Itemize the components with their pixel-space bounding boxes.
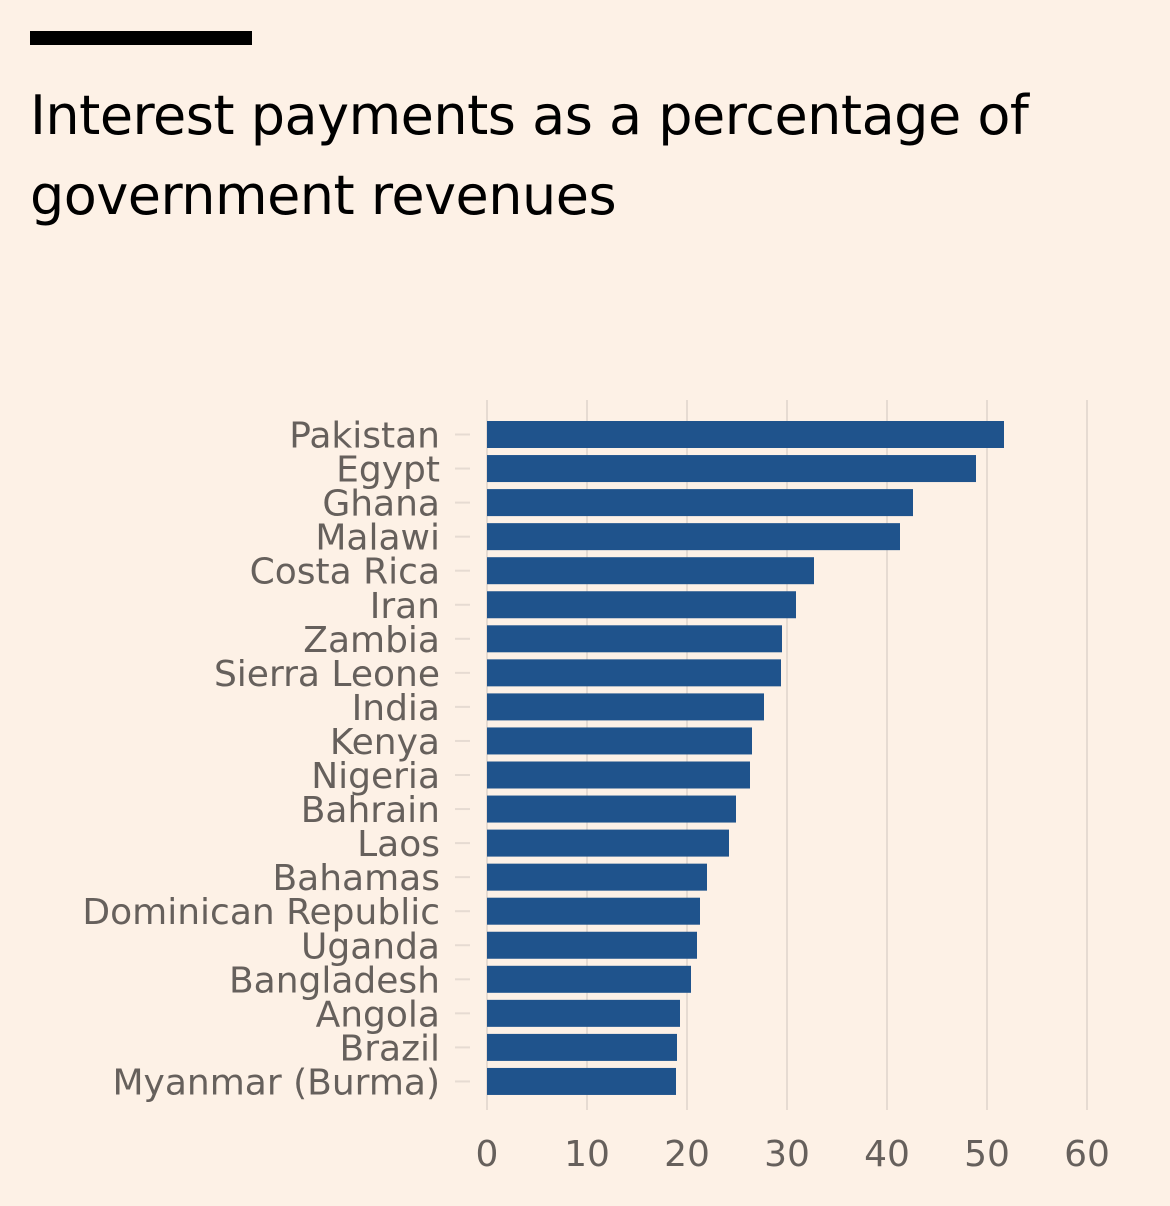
category-label: Ghana <box>322 484 440 525</box>
category-label: Bangladesh <box>229 960 440 1001</box>
bar <box>487 965 691 993</box>
bar <box>487 693 764 721</box>
category-label: Dominican Republic <box>82 892 440 933</box>
category-label: Bahamas <box>272 858 440 899</box>
x-tick-label: 50 <box>964 1134 1010 1175</box>
bar <box>487 1033 677 1061</box>
bar <box>487 523 900 551</box>
x-tick-label: 60 <box>1064 1134 1110 1175</box>
bar <box>487 659 781 687</box>
category-label: Pakistan <box>289 416 440 457</box>
category-label: Kenya <box>330 722 440 763</box>
chart-title: Interest payments as a percentage of gov… <box>30 84 1029 227</box>
bar <box>487 557 814 585</box>
x-tick-label: 10 <box>564 1134 610 1175</box>
bar <box>487 761 750 789</box>
category-label: Uganda <box>301 926 440 967</box>
category-label: Costa Rica <box>250 552 440 593</box>
category-label: India <box>352 688 440 729</box>
x-tick-label: 0 <box>476 1134 499 1175</box>
bar <box>487 1067 676 1095</box>
bar <box>487 795 736 823</box>
category-label: Nigeria <box>311 756 440 797</box>
bar <box>487 829 729 857</box>
category-label: Sierra Leone <box>214 654 440 695</box>
bar <box>487 591 796 619</box>
bar <box>487 455 976 483</box>
bar <box>487 999 680 1027</box>
x-tick-label: 20 <box>664 1134 710 1175</box>
bar <box>487 489 913 517</box>
category-label: Egypt <box>336 450 440 491</box>
bar <box>487 727 752 755</box>
x-tick-label: 40 <box>864 1134 910 1175</box>
x-tick-label: 30 <box>764 1134 810 1175</box>
bar <box>487 931 697 959</box>
category-label: Brazil <box>340 1028 440 1069</box>
bar <box>487 421 1004 448</box>
category-label: Bahrain <box>301 790 440 831</box>
category-label: Myanmar (Burma) <box>112 1062 440 1103</box>
bar <box>487 897 700 925</box>
title-rule <box>30 31 252 45</box>
bar <box>487 863 707 891</box>
category-label: Angola <box>316 994 440 1035</box>
category-label: Iran <box>370 586 440 627</box>
category-label: Malawi <box>315 518 440 559</box>
category-label: Laos <box>357 824 440 865</box>
bar <box>487 625 782 653</box>
category-label: Zambia <box>303 620 440 661</box>
